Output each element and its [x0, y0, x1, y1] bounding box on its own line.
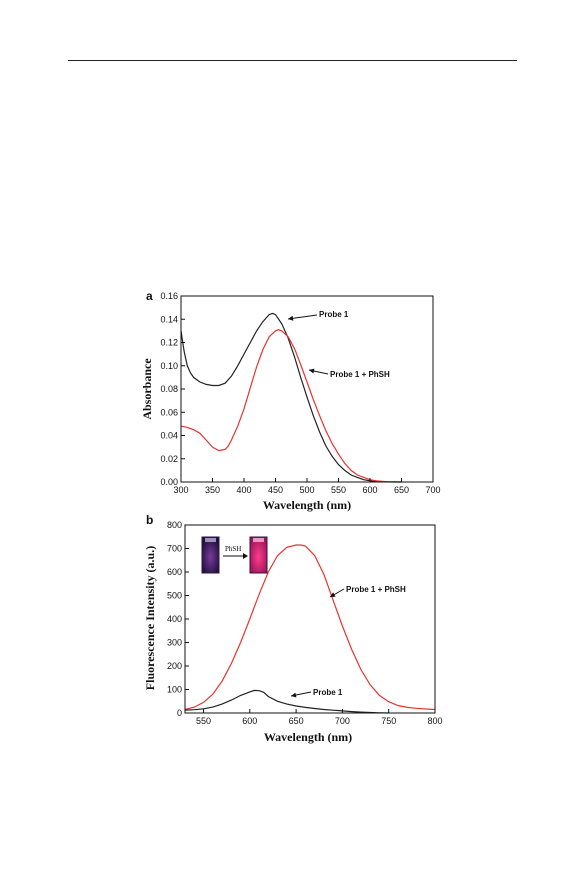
panel-b-series-0-line: [184, 544, 436, 711]
panel-b-ytick-label: 0: [177, 708, 182, 718]
panel-a-xtick-label: 600: [362, 485, 377, 495]
panel-b-ytick-label: 400: [167, 614, 182, 624]
panel-b-ytick-label: 300: [167, 638, 182, 648]
panel-a-ylabel: Absorbance: [140, 358, 154, 420]
panel-b-arrow-probe1-phsh-icon-head: [330, 592, 336, 597]
panel-b-ytick-label: 700: [167, 544, 182, 554]
panel-b-label: b: [146, 513, 153, 527]
panel-b-ytick-label: 600: [167, 567, 182, 577]
panel-a-xtick-label: 700: [425, 485, 440, 495]
panel-a-xtick-label: 300: [173, 485, 188, 495]
panel-b-ytick-label: 500: [167, 591, 182, 601]
panel-a-ytick-label: 0.16: [160, 291, 178, 301]
panel-b-frame: [184, 524, 436, 714]
panel-b-xtick-label: 600: [242, 716, 257, 726]
panel-a-series-1-line: [180, 329, 402, 483]
panel-b-arrow-probe1-icon-head: [291, 692, 297, 698]
panel-b-ytick-label: 800: [167, 520, 182, 530]
panel-b-annotation-probe1-phsh: Probe 1 + PhSH: [346, 585, 406, 594]
panel-a-arrow-probe1-icon-head: [288, 315, 294, 321]
vial-before-icon: [201, 536, 220, 574]
panel-a-ytick-label: 0.00: [160, 477, 178, 487]
panel-a-xlabel: Wavelength (nm): [263, 498, 351, 512]
vial-photo-inset: PhSH: [201, 536, 268, 574]
panel-b-ytick-label: 100: [167, 685, 182, 695]
panel-b-series-1-line: [184, 689, 389, 714]
panel-b-xtick-label: 750: [381, 716, 396, 726]
panel-a-series-0-line: [180, 312, 402, 483]
panel-b-ytick-label: 200: [167, 661, 182, 671]
panel-a-ytick-label: 0.10: [160, 361, 178, 371]
panel-b-xtick-label: 550: [196, 716, 211, 726]
panel-b-plot: 550 600 650 700 750 800 0 100 200 300 400 500 600 700…: [167, 520, 443, 726]
panel-b-xtick-label: 650: [289, 716, 304, 726]
panel-a-xtick-label: 650: [394, 485, 409, 495]
panel-b-ylabel: Fluorescence Intensity (a.u.): [143, 546, 157, 690]
panel-a-label: a: [146, 289, 153, 303]
panel-a-xtick-label: 400: [236, 485, 251, 495]
panel-a-annotation-probe1: Probe 1: [319, 310, 349, 319]
panel-a-frame: [180, 295, 434, 483]
panel-a-xtick-label: 350: [205, 485, 220, 495]
panel-a-ytick-label: 0.04: [160, 431, 178, 441]
panel-a-ytick-label: 0.12: [160, 338, 178, 348]
panel-a-ytick-label: 0.14: [160, 314, 178, 324]
panel-b-xtick-label: 800: [427, 716, 442, 726]
panel-b-xtick-label: 700: [335, 716, 350, 726]
page-header-rule: [68, 60, 517, 61]
panel-a-xtick-label: 550: [331, 485, 346, 495]
panel-a-ytick-label: 0.06: [160, 407, 178, 417]
panel-a-ytick-label: 0.02: [160, 454, 178, 464]
panel-a-plot: 300 350 400 450 500 550 600 650 700 0.00 0.02 0.04 0…: [160, 291, 440, 495]
inset-reagent-label: PhSH: [225, 545, 241, 553]
panel-b-xlabel: Wavelength (nm): [264, 730, 352, 744]
panel-a-xtick-label: 450: [268, 485, 283, 495]
panel-b-annotation-probe1: Probe 1: [313, 688, 343, 697]
panel-a-arrow-probe1-phsh-icon-head: [309, 368, 315, 374]
panel-a-xtick-label: 500: [299, 485, 314, 495]
vial-after-icon: [249, 536, 268, 574]
panel-a-ytick-label: 0.08: [160, 384, 178, 394]
panel-a-annotation-probe1-phsh: Probe 1 + PhSH: [330, 370, 390, 379]
